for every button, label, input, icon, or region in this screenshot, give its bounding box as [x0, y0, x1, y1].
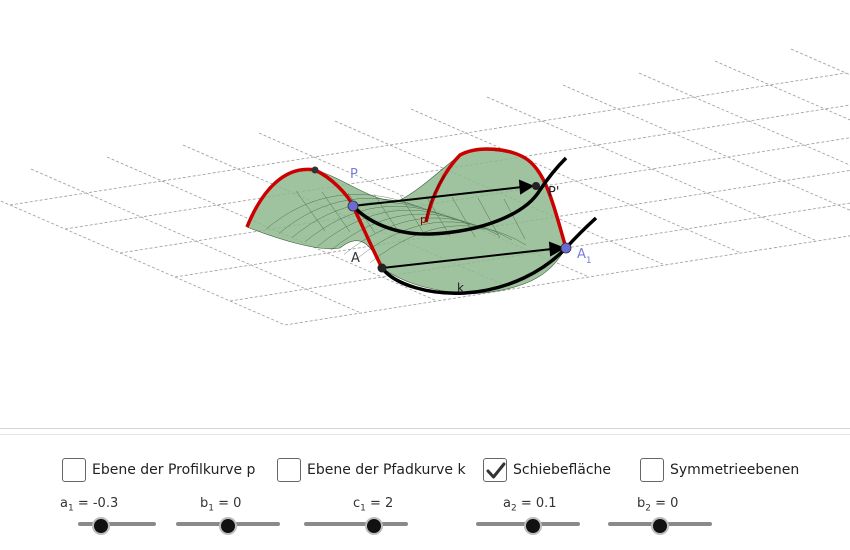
- checkbox-ebene-pfadkurve[interactable]: Ebene der Pfadkurve k: [277, 456, 466, 484]
- point-A[interactable]: [377, 263, 387, 273]
- checkbox-box[interactable]: [640, 458, 664, 482]
- slider-track[interactable]: [78, 522, 156, 526]
- label-P-prime: P': [548, 185, 559, 200]
- slider-label: b2 = 0: [637, 496, 678, 514]
- slider-var: a: [503, 496, 511, 511]
- slider-knob[interactable]: [92, 517, 111, 535]
- slider-var-sub: 1: [360, 503, 366, 514]
- path-curve-k-lower: [380, 216, 598, 295]
- slider-knob[interactable]: [651, 517, 669, 535]
- translation-vectors: [352, 179, 566, 269]
- checkbox-label: Symmetrieebenen: [670, 462, 800, 478]
- slider-var: b: [637, 496, 646, 511]
- graphics-view-3d[interactable]: P P' A A1 k p: [0, 0, 850, 428]
- slider-value-text: = 2: [365, 496, 394, 511]
- checkmark-icon: [486, 462, 506, 479]
- path-curve-k-upper: [351, 156, 568, 236]
- label-A1-main: A: [577, 247, 586, 262]
- panel-separator-top: [0, 428, 850, 429]
- slider-value-text: = 0: [651, 496, 679, 511]
- slider-label: c1 = 2: [353, 496, 393, 514]
- slider-knob[interactable]: [524, 517, 543, 535]
- label-P: P: [350, 167, 358, 182]
- slider-var: a: [60, 496, 68, 511]
- point-P-prime: [532, 182, 540, 190]
- slider-var: c: [353, 496, 361, 511]
- checkbox-ebene-profilkurve[interactable]: Ebene der Profilkurve p: [62, 456, 255, 484]
- slider-label: a1 = -0.3: [60, 496, 118, 514]
- checkbox-box[interactable]: [62, 458, 86, 482]
- checkbox-schiebeflaeche[interactable]: Schiebefläche: [483, 456, 611, 484]
- checkbox-label: Ebene der Pfadkurve k: [307, 462, 466, 478]
- label-A1: A1: [577, 247, 592, 266]
- slider-knob[interactable]: [219, 517, 237, 535]
- point-top: [311, 166, 319, 174]
- slider-var-sub: 1: [208, 503, 214, 514]
- point-P[interactable]: [347, 200, 359, 212]
- checkbox-box[interactable]: [277, 458, 301, 482]
- point-A1[interactable]: [560, 242, 572, 254]
- slider-track[interactable]: [304, 522, 408, 526]
- slider-knob[interactable]: [364, 517, 383, 535]
- label-A1-sub: 1: [586, 256, 592, 266]
- label-p: p: [420, 213, 427, 226]
- slider-value-text: = -0.3: [73, 496, 119, 511]
- slider-label: a2 = 0.1: [503, 496, 557, 514]
- checkbox-box-checked[interactable]: [483, 458, 507, 482]
- panel-separator-bottom: [0, 434, 850, 435]
- label-A: A: [351, 251, 360, 266]
- checkbox-symmetrieebenen[interactable]: Symmetrieebenen: [640, 456, 799, 484]
- checkbox-label: Ebene der Profilkurve p: [92, 462, 256, 478]
- slider-var-sub: 2: [645, 503, 651, 514]
- slider-var: b: [200, 496, 209, 511]
- translation-surface: [246, 150, 567, 295]
- graphics-canvas[interactable]: P P' A A1 k p: [0, 0, 850, 428]
- slider-value-text: = 0: [214, 496, 242, 511]
- label-k: k: [457, 281, 464, 295]
- checkbox-label: Schiebefläche: [513, 462, 612, 478]
- profile-curve-p-back: [245, 167, 316, 228]
- slider-value-text: = 0.1: [516, 496, 557, 511]
- slider-var-sub: 1: [67, 503, 74, 514]
- slider-var-sub: 2: [510, 503, 517, 514]
- slider-label: b1 = 0: [200, 496, 241, 514]
